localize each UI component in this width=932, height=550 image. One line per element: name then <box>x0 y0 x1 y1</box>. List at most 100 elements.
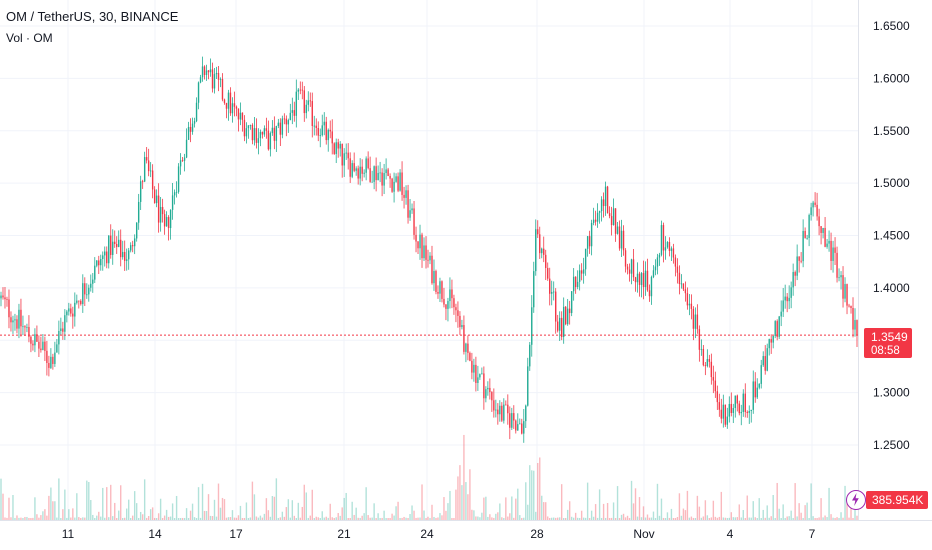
candle-body <box>279 122 282 135</box>
volume-bar <box>263 513 266 520</box>
volume-bar <box>30 518 32 520</box>
volume-bar <box>455 489 457 520</box>
candle-body <box>50 356 52 368</box>
candle-body <box>644 270 647 288</box>
candle-body <box>277 122 280 126</box>
volume-bar <box>710 517 713 520</box>
candle-body <box>533 271 535 308</box>
candle-body <box>355 168 357 171</box>
volume-bar <box>345 492 347 520</box>
volume-bar <box>610 517 613 520</box>
candle-body <box>357 168 359 179</box>
candle-body <box>161 206 164 215</box>
volume-bar <box>808 517 810 520</box>
time-axis[interactable]: 11 14 17 21 24 28 Nov 4 7 <box>62 527 816 541</box>
candle-body <box>646 270 649 291</box>
volume-bar <box>832 517 834 520</box>
volume-bar <box>527 504 529 520</box>
volume-bar <box>465 482 467 520</box>
candle-body <box>560 317 563 337</box>
volume-bar <box>738 504 740 520</box>
volume-bar <box>560 484 563 520</box>
volume-bar <box>558 517 561 520</box>
volume-bar <box>94 517 96 520</box>
volume-bar <box>135 503 138 520</box>
candle-body <box>375 166 377 181</box>
candle-body <box>620 230 623 249</box>
candle-body <box>638 273 641 285</box>
volume-bar <box>137 517 140 520</box>
candle-body <box>98 260 100 266</box>
volume-bar <box>267 510 270 520</box>
volume-bar <box>371 517 373 520</box>
candle-body <box>537 229 539 235</box>
candle-body <box>706 359 709 367</box>
candle-body <box>193 121 196 124</box>
volume-bar <box>656 483 659 520</box>
volume-bar <box>122 517 124 520</box>
volume-badge: 385.954K <box>866 491 928 509</box>
volume-bar <box>385 517 387 520</box>
candle-body <box>377 172 379 181</box>
volume-bar <box>179 517 182 520</box>
candle-body <box>576 281 579 288</box>
bolt-icon[interactable] <box>846 490 866 510</box>
candle-body <box>126 259 128 261</box>
candle-body <box>509 413 511 428</box>
candle-body <box>495 409 497 411</box>
candle-body <box>20 309 22 327</box>
candle-body <box>854 320 856 330</box>
volume-bar <box>2 493 4 520</box>
candle-body <box>271 127 274 134</box>
volume-bar <box>722 517 725 520</box>
candle-body <box>167 217 170 229</box>
candle-body <box>578 270 581 282</box>
volume-bar <box>195 517 198 520</box>
price-tick-label: 1.5500 <box>873 124 910 138</box>
candle-body <box>110 235 112 255</box>
candle-body <box>237 108 240 120</box>
volume-bar <box>377 513 379 520</box>
volume-bar <box>443 497 445 520</box>
volume-bar <box>285 507 288 520</box>
candle-body <box>584 248 587 270</box>
volume-bar <box>82 517 84 520</box>
volume-bar <box>834 517 836 520</box>
volume-bar <box>423 510 425 520</box>
volume-bar <box>355 507 357 520</box>
volume-bar <box>221 497 224 520</box>
volume-bar <box>696 495 699 520</box>
volume-bar <box>670 508 673 520</box>
candle-body <box>315 125 317 128</box>
volume-bar <box>578 517 581 520</box>
volume-bar <box>331 517 333 520</box>
volume-bar <box>297 502 300 520</box>
candle-body <box>489 387 491 393</box>
candle-body <box>22 326 24 328</box>
candle-body <box>568 308 571 314</box>
price-axis[interactable]: 1.6500 1.6000 1.5500 1.5000 1.4500 1.4000 1.30… <box>873 19 910 452</box>
candle-body <box>86 294 88 296</box>
candle-body <box>225 102 228 109</box>
volume-bar <box>620 514 623 520</box>
candle-body <box>606 186 609 214</box>
volume-bar <box>102 487 104 520</box>
candle-body <box>471 360 473 373</box>
candle-body <box>427 259 429 261</box>
candle-body <box>543 248 545 255</box>
candle-body <box>628 269 631 274</box>
volume-bar <box>642 506 645 520</box>
volume-bar <box>88 481 90 520</box>
volume-bar <box>36 514 38 520</box>
volume-bar <box>698 506 701 520</box>
candle-body <box>788 297 790 302</box>
volume-bar <box>804 505 806 520</box>
volume-bar <box>159 498 162 520</box>
volume-bar <box>321 511 323 520</box>
volume-bar <box>582 517 585 520</box>
volume-bar <box>744 517 746 520</box>
volume-bar <box>489 514 491 520</box>
candle-body <box>682 283 685 290</box>
volume-bar <box>566 509 569 520</box>
